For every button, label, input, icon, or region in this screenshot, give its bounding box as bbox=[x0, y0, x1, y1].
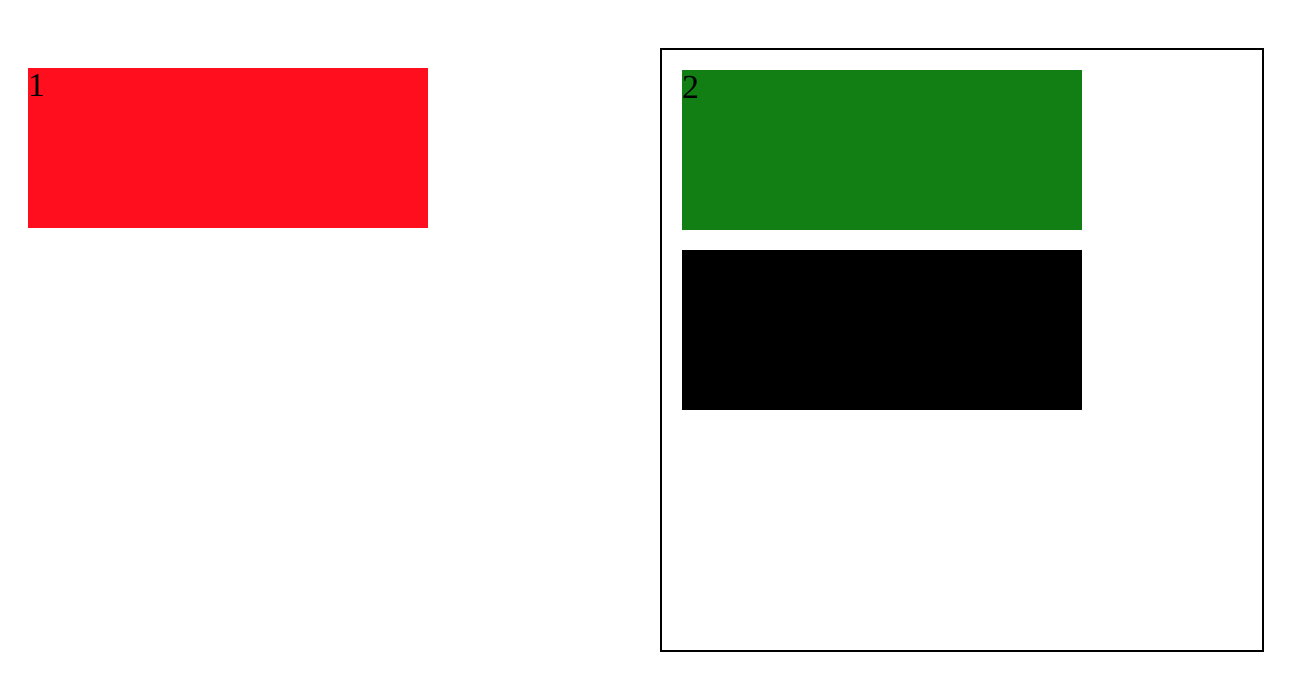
red-box: 1 bbox=[28, 68, 428, 228]
green-box-label: 2 bbox=[682, 69, 699, 106]
bordered-frame: 2 bbox=[660, 48, 1264, 652]
black-box bbox=[682, 250, 1082, 410]
green-box: 2 bbox=[682, 70, 1082, 230]
red-box-label: 1 bbox=[28, 67, 45, 104]
